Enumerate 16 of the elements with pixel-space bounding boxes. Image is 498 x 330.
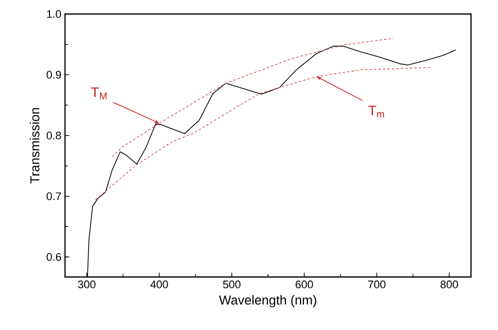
- y-tick-label: 1.0: [47, 10, 62, 18]
- x-tick-label: 700: [368, 280, 386, 288]
- y-tick-label: 0.8: [46, 132, 61, 140]
- line-series: [112, 38, 394, 158]
- x-axis-title: Wavelength (nm): [219, 295, 316, 308]
- x-tick-label: 300: [78, 280, 96, 288]
- y-tick-label: 0.7: [46, 192, 61, 200]
- x-tick-label: 800: [440, 280, 458, 288]
- x-tick-label: 500: [223, 280, 240, 288]
- y-axis-title: Transmission: [30, 108, 40, 184]
- y-tick-label: 0.6: [46, 253, 61, 261]
- y-tick-label: 0.9: [46, 70, 61, 79]
- x-tick-label: 600: [296, 280, 313, 288]
- annotation: T$_{M}$: [90, 87, 107, 100]
- annotation: T$_{m}$: [368, 106, 384, 118]
- x-tick-label: 400: [150, 280, 168, 288]
